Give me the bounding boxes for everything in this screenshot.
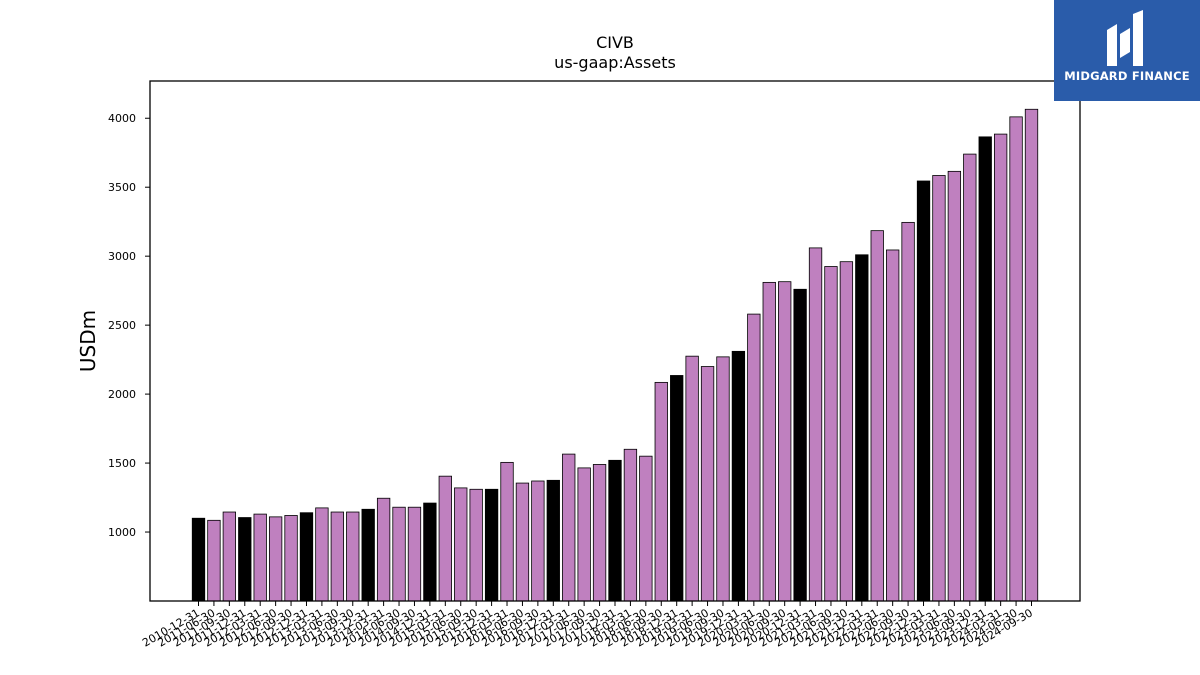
bar-2016-03-31 (500, 461, 514, 602)
y-tick-label: 1000 (108, 526, 136, 539)
y-tick-label: 3500 (108, 181, 136, 194)
bar-2018-09-30 (654, 381, 668, 602)
bar-2020-09-30 (778, 281, 792, 602)
bar-2010-12-31 (191, 517, 206, 602)
y-tick-label: 4000 (108, 112, 136, 125)
bar-2012-09-30 (284, 515, 298, 602)
bar-2013-06-30 (330, 511, 344, 602)
y-axis-label: USDm (76, 310, 100, 372)
chart-title: CIVB (596, 33, 634, 52)
plot-frame (149, 80, 1081, 602)
bar-2012-12-31 (299, 512, 314, 602)
bar-2021-12-31 (855, 254, 869, 602)
bar-2020-06-30 (762, 281, 776, 602)
bar-2024-06-30 (1009, 116, 1023, 602)
bar-2016-12-31 (546, 479, 560, 602)
y-tick-label: 3000 (108, 250, 136, 263)
bar-2017-06-30 (577, 467, 591, 602)
bar-2013-12-31 (361, 508, 375, 602)
bar-2017-03-31 (562, 453, 576, 602)
bar-2015-06-30 (454, 487, 468, 602)
bar-2022-09-30 (901, 221, 915, 602)
y-axis: 1000 1500 2000 2500 3000 3500 4000 (108, 112, 150, 539)
bar-2021-06-30 (824, 266, 838, 602)
bar-2012-06-30 (268, 516, 283, 602)
bar-2023-03-31 (932, 175, 946, 602)
bar-2023-09-30 (963, 153, 977, 602)
bars-group (191, 108, 1039, 602)
bar-2018-03-31 (623, 448, 638, 602)
bar-2017-09-30 (592, 464, 607, 602)
chart-subtitle: us-gaap:Assets (554, 53, 676, 72)
y-tick-label: 2000 (108, 388, 136, 401)
bar-2014-03-31 (376, 497, 391, 602)
bar-2011-06-30 (207, 519, 221, 602)
bar-2011-12-31 (238, 517, 252, 602)
bar-2024-09-30 (1024, 108, 1039, 602)
bar-2023-06-30 (947, 170, 962, 602)
bar-2019-03-31 (685, 355, 699, 602)
bar-2022-12-31 (916, 180, 931, 602)
bar-2020-12-31 (793, 288, 807, 602)
bar-2015-12-31 (484, 488, 499, 602)
bar-2014-06-30 (392, 506, 406, 602)
bar-2011-09-30 (222, 511, 237, 602)
brand-logo: MIDGARD FINANCE (1054, 0, 1200, 101)
bar-2024-03-31 (994, 133, 1008, 602)
bar-2013-09-30 (346, 511, 360, 602)
x-axis: 2010-12-312011-06-302011-09-302011-12-31… (140, 601, 1035, 650)
y-tick-label: 2500 (108, 319, 136, 332)
bar-2013-03-31 (315, 507, 329, 602)
bar-2014-09-30 (407, 506, 422, 602)
bar-2019-06-30 (700, 366, 715, 602)
y-tick-label: 1500 (108, 457, 136, 470)
bar-2022-03-31 (870, 230, 884, 602)
bar-2018-12-31 (670, 375, 684, 602)
bar-2014-12-31 (423, 502, 437, 602)
bar-2023-12-31 (978, 136, 992, 602)
bar-2019-09-30 (716, 356, 730, 602)
brand-name: MIDGARD FINANCE (1064, 69, 1190, 83)
bar-2017-12-31 (608, 459, 622, 602)
bar-2018-06-30 (639, 455, 653, 602)
bar-2019-12-31 (731, 350, 746, 602)
bar-2021-03-31 (808, 247, 823, 602)
bar-2015-03-31 (438, 475, 452, 602)
bar-2021-09-30 (839, 261, 854, 602)
bar-2015-09-30 (469, 488, 483, 602)
bar-2020-03-31 (747, 313, 761, 602)
bar-2016-09-30 (531, 480, 545, 602)
logo-mark-icon (1107, 10, 1143, 66)
bar-2016-06-30 (515, 482, 530, 602)
bar-2012-03-31 (253, 513, 267, 602)
bar-2022-06-30 (886, 249, 900, 602)
